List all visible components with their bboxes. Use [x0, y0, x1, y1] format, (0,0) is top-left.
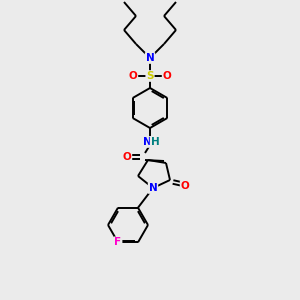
Text: O: O [123, 152, 131, 162]
Text: O: O [129, 71, 137, 81]
Text: O: O [163, 71, 171, 81]
Text: O: O [181, 181, 189, 191]
Text: N: N [142, 137, 152, 147]
Text: H: H [151, 137, 159, 147]
Text: S: S [146, 71, 154, 81]
Text: N: N [146, 53, 154, 63]
Text: N: N [148, 183, 158, 193]
Text: F: F [114, 237, 122, 247]
